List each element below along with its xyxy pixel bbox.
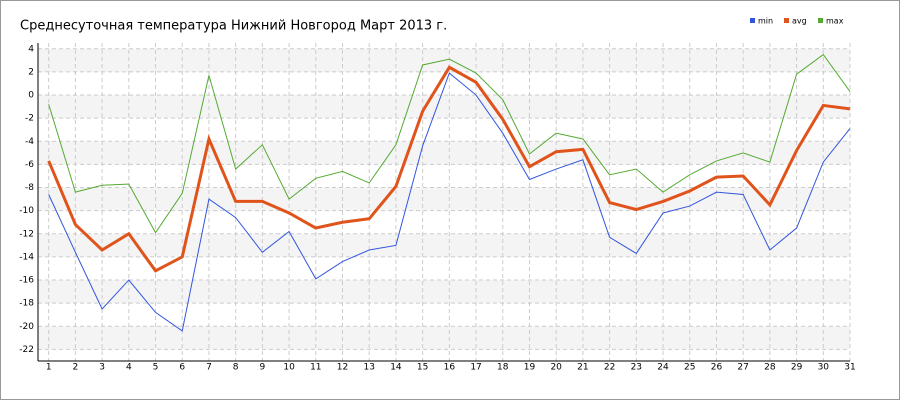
x-tick-label: 24	[657, 363, 669, 373]
chart-title: Среднесуточная температура Нижний Новгор…	[20, 19, 447, 34]
y-tick-label: -4	[25, 137, 34, 147]
series-line	[48, 72, 851, 332]
x-tick-label: 29	[791, 363, 803, 373]
legend-swatch	[750, 18, 755, 23]
x-tick-label: 19	[524, 363, 536, 373]
y-tick-label: -16	[19, 276, 34, 286]
x-tick-label: 4	[126, 363, 132, 373]
x-tick-label: 8	[233, 363, 239, 373]
band	[38, 141, 850, 165]
y-tick-label: -10	[19, 206, 34, 216]
x-tick-label: 31	[844, 363, 855, 373]
x-tick-label: 6	[179, 363, 185, 373]
y-tick-label: -12	[19, 229, 34, 239]
x-tick-label: 5	[153, 363, 159, 373]
band	[38, 187, 850, 211]
x-tick-label: 13	[363, 363, 374, 373]
x-tick-label: 9	[260, 363, 266, 373]
legend-label: max	[826, 17, 844, 26]
x-tick-label: 17	[470, 363, 481, 373]
legend-swatch	[784, 18, 789, 23]
x-tick-label: 25	[684, 363, 695, 373]
x-tick-label: 23	[631, 363, 642, 373]
x-tick-label: 2	[73, 363, 79, 373]
y-tick-label: -22	[19, 345, 34, 355]
legend-label: avg	[792, 17, 807, 26]
x-tick-label: 15	[417, 363, 428, 373]
y-tick-label: -2	[25, 114, 34, 124]
x-tick-label: 16	[444, 363, 456, 373]
y-tick-label: -6	[25, 160, 34, 170]
y-tick-label: 4	[28, 44, 34, 54]
y-tick-label: -20	[19, 322, 34, 332]
series-line	[47, 65, 851, 273]
x-tick-label: 30	[818, 363, 830, 373]
legend-label: min	[758, 17, 773, 26]
legend-swatch	[818, 18, 823, 23]
y-tick-label: 2	[28, 67, 34, 77]
x-tick-label: 21	[577, 363, 588, 373]
band	[38, 95, 850, 119]
y-tick-label: -14	[19, 252, 34, 262]
series-line	[48, 53, 851, 234]
band	[38, 326, 850, 350]
x-tick-label: 3	[99, 363, 105, 373]
x-tick-label: 1	[46, 363, 52, 373]
band	[38, 280, 850, 304]
x-tick-label: 20	[550, 363, 562, 373]
x-tick-label: 27	[737, 363, 748, 373]
y-tick-label: -8	[25, 183, 34, 193]
x-tick-label: 22	[604, 363, 615, 373]
y-tick-label: -18	[19, 299, 34, 309]
x-tick-label: 26	[711, 363, 723, 373]
x-tick-label: 18	[497, 363, 509, 373]
x-tick-label: 12	[337, 363, 348, 373]
x-tick-label: 11	[310, 363, 321, 373]
band	[38, 233, 850, 257]
x-tick-label: 28	[764, 363, 776, 373]
x-tick-label: 10	[283, 363, 295, 373]
y-tick-label: 0	[28, 91, 34, 101]
x-tick-label: 14	[390, 363, 402, 373]
x-tick-label: 7	[206, 363, 212, 373]
